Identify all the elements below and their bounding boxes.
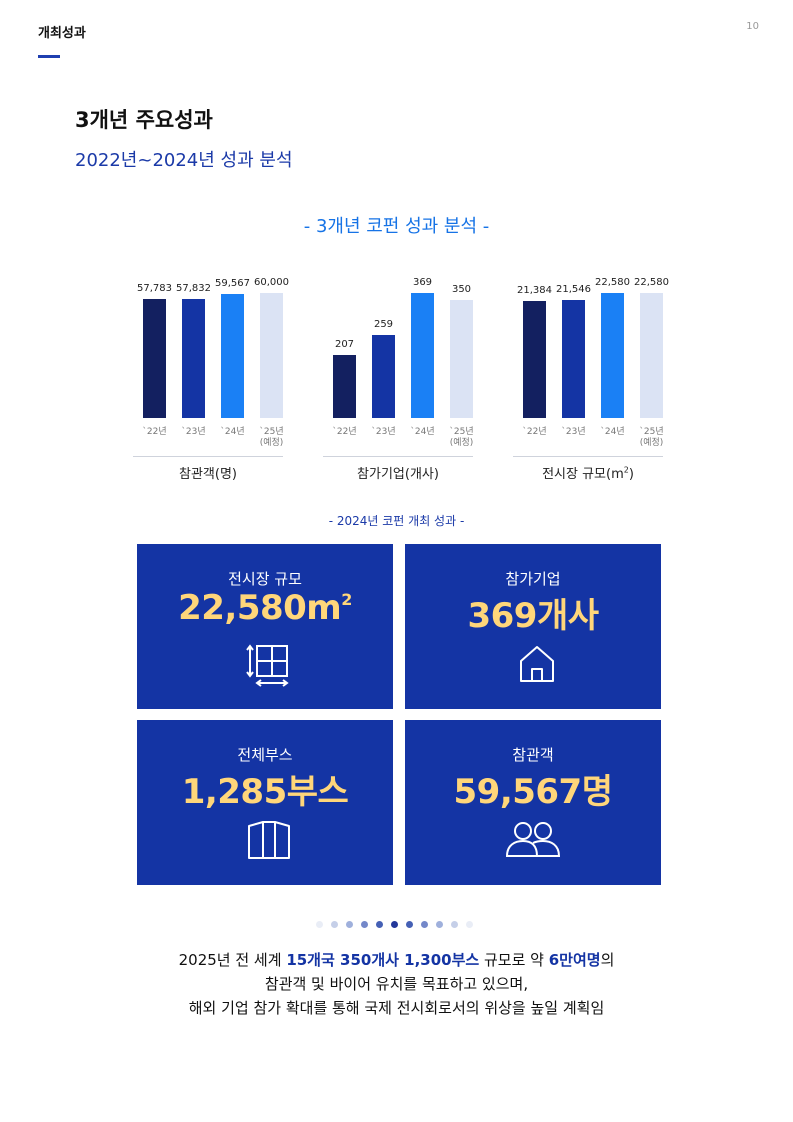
summary-note: 2025년 전 세계 15개국 350개사 1,300부스 규모로 약 6만여명… [0,948,793,1020]
data-label: 350 [451,284,472,295]
chart-xlabel-end: ) [628,467,634,482]
note-line-1: 2025년 전 세계 15개국 350개사 1,300부스 규모로 약 6만여명… [0,948,793,972]
data-label: 21,384 [517,285,552,296]
bar [221,294,244,418]
pagination-dot [331,921,338,928]
chart-xlabel: 참관객(명) [179,467,237,482]
floor-plan-icon [246,644,289,687]
card-label: 참관객 [512,746,554,764]
card-label: 전시장 규모 [228,570,302,588]
data-label: 57,783 [137,283,172,294]
card-visitors: 참관객 59,567명 [405,720,661,885]
note-text: 2025년 전 세계 [178,951,287,969]
page-title: 3개년 주요성과 [75,108,213,132]
chart-section-title: - 3개년 코펀 성과 분석 - [303,216,490,237]
note-highlight: 15개국 350개사 1,300부스 [286,951,480,969]
pagination-dot [466,921,473,928]
tick-label: `23년 [181,427,206,437]
bar [333,355,356,418]
charts-row: 참관객(명) 57,783 `22년 57,832 `23년 59,567 `24년 60,… [0,270,793,490]
tick-label: `24년 [410,427,435,437]
data-label: 21,546 [556,284,591,295]
section-label: 개최성과 [38,26,86,41]
bar [601,293,624,418]
note-highlight: 6만여명 [548,951,601,969]
data-label: 59,567 [215,278,250,289]
chart-area: 전시장 규모(m2) 21,384 `22년 21,546 `23년 22,580 `24… [513,270,693,490]
page-number: 10 [746,21,759,32]
cards-section-title: - 2024년 코펀 개최 성과 - [328,514,465,528]
card-value-text: 22,580m [178,588,342,628]
pagination-dot [451,921,458,928]
card-booths: 전체부스 1,285부스 [137,720,393,885]
chart-xlabel-text: 전시장 규모(m [542,467,624,482]
bar [640,293,663,418]
card-exhibition-area: 전시장 규모 22,580m2 [137,544,393,709]
bar [143,299,166,418]
booth-panel-icon [248,821,290,859]
bar [260,293,283,418]
data-label: 369 [412,277,433,288]
tick-label: `22년 [332,427,357,437]
section-underline [38,55,60,58]
tick-label: `24년 [600,427,625,437]
note-text: 의 [600,951,615,969]
tick-label: `23년 [561,427,586,437]
card-label: 전체부스 [237,746,293,764]
pagination-dot [361,921,368,928]
note-line-3: 해외 기업 참가 확대를 통해 국제 전시회로서의 위상을 높일 계획임 [188,999,605,1017]
data-label: 22,580 [595,277,630,288]
tick-label: `24년 [220,427,245,437]
data-label: 207 [334,339,355,350]
tick-label: `22년 [522,427,547,437]
chart-axis-line [323,456,473,457]
note-text: 규모로 약 [479,951,549,969]
pagination-dot [316,921,323,928]
data-label: 259 [373,319,394,330]
card-value: 59,567명 [453,772,613,812]
data-label: 60,000 [254,277,289,288]
data-label: 57,832 [176,283,211,294]
bar [450,300,473,418]
tick-label: `25년 (예정) [639,427,664,448]
chart-xlabel: 전시장 규모(m2) [513,463,663,482]
card-label: 참가기업 [505,570,561,588]
bar [523,301,546,418]
card-exhibitors: 참가기업 369개사 [405,544,661,709]
chart-axis-line [513,456,663,457]
chart-xlabel: 참가기업(개사) [357,467,439,482]
card-value-sup: 2 [341,589,352,609]
bar [562,300,585,418]
card-value: 1,285부스 [181,772,349,812]
house-icon [520,646,554,682]
pagination-dot [436,921,443,928]
bar [372,335,395,418]
pagination-dot [406,921,413,928]
card-value: 22,580m2 [137,588,393,628]
card-value: 369개사 [467,596,599,636]
chart-xlabel-sup: 2 [623,465,629,475]
data-label: 22,580 [634,277,669,288]
chart-axis-line [133,456,283,457]
tick-label: `25년 (예정) [259,427,284,448]
page-subtitle: 2022년~2024년 성과 분석 [75,150,293,171]
pagination-dot [346,921,353,928]
tick-label: `22년 [142,427,167,437]
chart-visitors: 참관객(명) 57,783 `22년 57,832 `23년 59,567 `24년 60,… [133,270,313,490]
note-line-2: 참관객 및 바이어 유치를 목표하고 있으며, [264,975,529,993]
tick-label: `23년 [371,427,396,437]
bar [182,299,205,418]
people-icon [505,822,561,857]
pagination-dot [421,921,428,928]
chart-exhibitors: 참가기업(개사) 207 `22년 259 `23년 369 `24년 350 `25년 (예정… [323,270,503,490]
bar [411,293,434,418]
pagination-dot [391,921,398,928]
tick-label: `25년 (예정) [449,427,474,448]
pagination-dot [376,921,383,928]
